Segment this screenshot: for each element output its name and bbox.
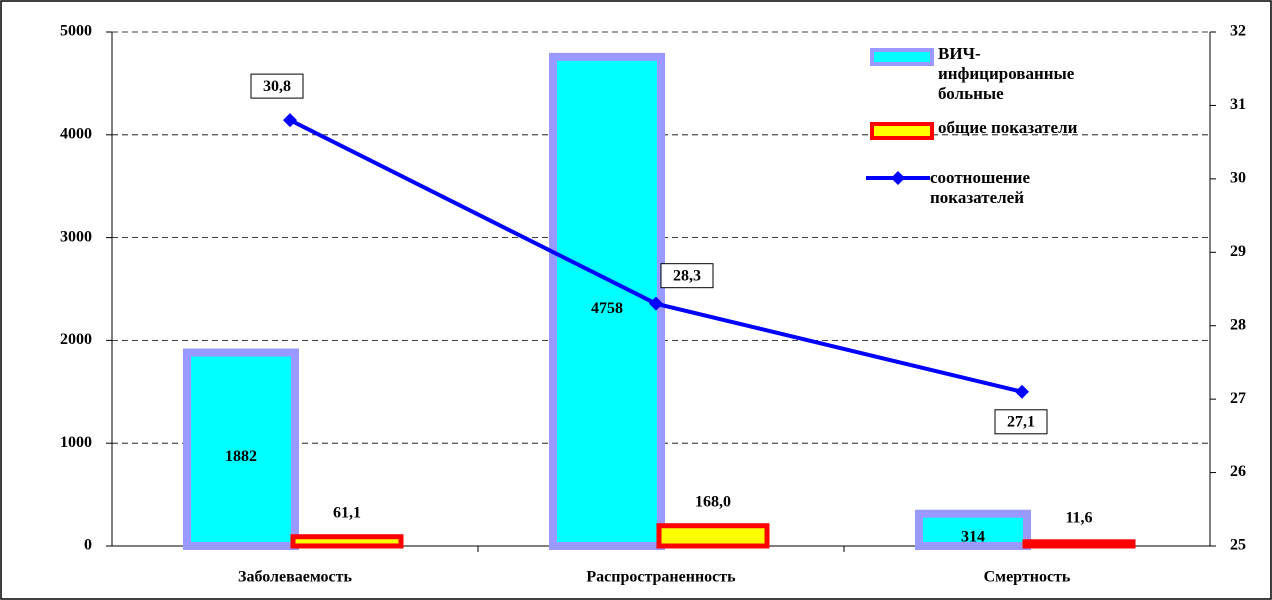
data-label: 4758 — [591, 300, 623, 317]
y2-tick-label: 28 — [1230, 316, 1246, 333]
y-tick-label: 2000 — [60, 331, 92, 348]
y2-tick-label: 31 — [1230, 96, 1246, 113]
legend-swatch — [870, 122, 934, 140]
legend-label: общие показатели — [938, 118, 1078, 137]
data-label: 314 — [961, 529, 985, 546]
legend-item: общие показатели — [866, 118, 1186, 140]
x-tick-label: Заболеваемость — [238, 569, 352, 586]
data-label: 27,1 — [1007, 413, 1035, 430]
label-box — [994, 409, 1048, 435]
legend-line — [866, 171, 930, 185]
y2-tick-label: 29 — [1230, 243, 1246, 260]
data-label: 30,8 — [263, 78, 291, 95]
bar — [549, 52, 665, 551]
bar — [183, 348, 299, 550]
legend: ВИЧ-инфицированные больные общие показате… — [866, 44, 1186, 222]
legend-swatch — [866, 168, 930, 188]
x-tick-label: Смертность — [984, 569, 1071, 586]
y2-tick-label: 30 — [1230, 170, 1246, 187]
y-tick-label: 5000 — [60, 23, 92, 40]
bar — [915, 509, 1031, 551]
y2-tick-label: 27 — [1230, 390, 1246, 407]
data-label: 168,0 — [695, 493, 731, 510]
marker — [1015, 384, 1029, 399]
legend-swatch — [870, 48, 934, 66]
legend-label: ВИЧ-инфицированные больные — [938, 44, 1075, 103]
y-tick-label: 1000 — [60, 434, 92, 451]
y-tick-label: 3000 — [60, 228, 92, 245]
marker — [283, 113, 297, 128]
legend-item: ВИЧ-инфицированные больные — [866, 44, 1186, 104]
data-label: 1882 — [225, 448, 257, 465]
bar — [656, 523, 770, 549]
x-tick-label: Распространенность — [586, 569, 736, 586]
label-box — [660, 263, 714, 289]
bar — [1022, 539, 1136, 549]
legend-item: соотношение показателей — [866, 168, 1186, 208]
legend-label: соотношение показателей — [930, 168, 1030, 207]
y-tick-label: 4000 — [60, 125, 92, 142]
data-label: 61,1 — [333, 504, 361, 521]
y2-tick-label: 32 — [1230, 23, 1246, 40]
label-box — [250, 73, 304, 99]
bar — [290, 534, 404, 549]
y2-tick-label: 26 — [1230, 463, 1246, 480]
data-label: 11,6 — [1065, 509, 1092, 526]
data-label: 28,3 — [673, 267, 701, 284]
y2-tick-label: 25 — [1230, 537, 1246, 554]
y-tick-label: 0 — [84, 537, 92, 554]
marker — [649, 296, 663, 311]
